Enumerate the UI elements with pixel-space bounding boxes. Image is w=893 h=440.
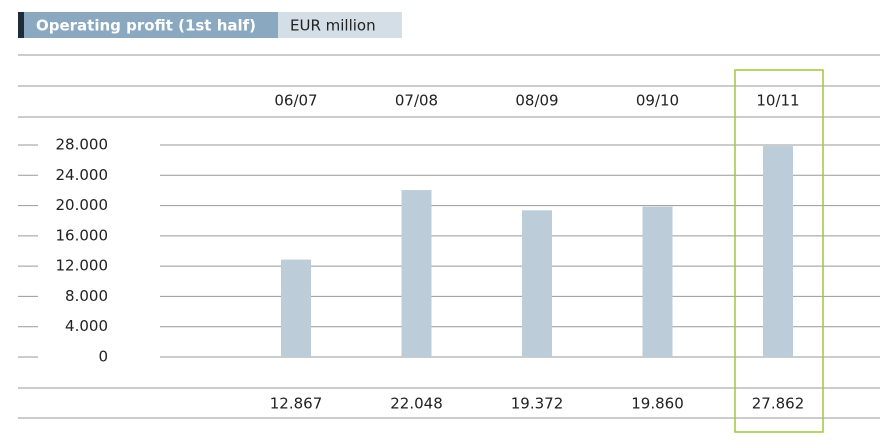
y-tick-label: 8.000 [65, 287, 108, 305]
header-strip [18, 12, 24, 38]
unit-label: EUR million [290, 17, 376, 35]
bar [401, 190, 432, 357]
y-tick-label: 0 [98, 348, 108, 366]
y-tick-label: 12.000 [56, 257, 109, 275]
y-tick-label: 4.000 [65, 317, 108, 335]
unit-box [278, 12, 402, 38]
chart-title: Operating profit (1st half) [36, 17, 256, 35]
x-tick-label: 10/11 [756, 92, 799, 110]
y-tick-label: 16.000 [56, 226, 109, 244]
bar [281, 259, 311, 357]
y-tick-label: 24.000 [56, 166, 109, 184]
y-tick-label: 28.000 [56, 136, 109, 154]
bar [763, 146, 793, 357]
title-box [24, 12, 278, 38]
bar [642, 206, 673, 357]
highlight-box [734, 69, 824, 433]
value-label: 19.372 [511, 395, 564, 413]
value-label: 19.860 [631, 395, 684, 413]
bar [522, 210, 552, 357]
x-tick-label: 07/08 [395, 92, 438, 110]
value-label: 22.048 [390, 395, 443, 413]
value-label: 27.862 [752, 395, 805, 413]
x-tick-label: 09/10 [636, 92, 679, 110]
value-label: 12.867 [270, 395, 323, 413]
x-tick-label: 06/07 [274, 92, 317, 110]
y-tick-label: 20.000 [56, 196, 109, 214]
x-tick-label: 08/09 [515, 92, 558, 110]
